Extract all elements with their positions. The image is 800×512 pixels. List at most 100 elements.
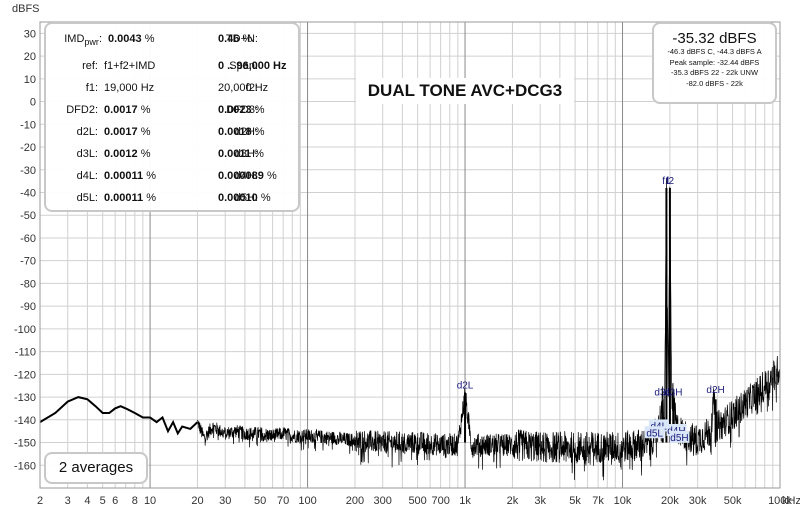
x-tick-label: 20 [191, 495, 203, 507]
d2l-label: d2L: [76, 126, 98, 138]
y-tick-label: -90 [20, 301, 36, 313]
stats-row-ref: ref: f1+f2+IMD Span: 0 .. 96,000 Hz [46, 57, 298, 75]
x-tick-label: 10 [144, 495, 156, 507]
x-axis-unit: kHz [782, 495, 800, 507]
d4l-label: d4L: [76, 170, 98, 182]
y-tick-label: -130 [14, 392, 36, 404]
peak-label: d3H [664, 387, 682, 398]
stats-row-d5: d5L: 0.00011 % d5H: 0.00010 % [46, 189, 298, 207]
plot-frame [39, 21, 781, 489]
y-tick-label: -160 [14, 460, 36, 472]
d2h-value: 0.0018 % [218, 126, 265, 138]
x-tick-label: 20k [661, 495, 679, 507]
x-tick-label: 30k [689, 495, 707, 507]
y-tick-label: -120 [14, 369, 36, 381]
dfd3-value: 0.0023 % [218, 104, 265, 116]
x-tick-label: 700 [431, 495, 449, 507]
y-tick-label: -10 [20, 119, 36, 131]
y-tick-label: -50 [20, 210, 36, 222]
d4h-value: 0.000089 % [218, 170, 277, 182]
peak-label: f1 [662, 176, 671, 187]
y-tick-label: -40 [20, 187, 36, 199]
d4h-label: d4H: [234, 170, 258, 182]
peak-label-bg [669, 430, 690, 443]
x-tick-label: 2k [507, 495, 519, 507]
dfd2-value: 0.0017 % [104, 104, 151, 116]
f1-label: f1: [85, 82, 98, 94]
level-line-3: -35.3 dBFS 22 - 22k UNW [670, 68, 759, 77]
imd-label: IMDpwr: [64, 33, 102, 48]
stats-panel: IMDpwr: 0.0043 % TD+N: 0.46 % ref: f1+f2… [44, 22, 300, 212]
y-tick-label: 20 [24, 51, 36, 63]
imd-subscript: pwr [84, 37, 99, 48]
peak-label: d2H [706, 385, 724, 396]
peak-label: d5H [670, 433, 688, 444]
level-line-2: Peak sample: -32.44 dBFS [669, 57, 760, 67]
x-tick-label: 200 [346, 495, 364, 507]
level-line-4: -82.0 dBFS - 22k [686, 78, 743, 88]
y-tick-label: -140 [14, 415, 36, 427]
x-tick-label: 70 [277, 495, 289, 507]
stats-row-d4: d4L: 0.00011 % d4H: 0.000089 % [46, 167, 298, 185]
y-tick-label: 30 [24, 28, 36, 40]
y-tick-label: 0 [30, 97, 36, 109]
trace-noise [197, 178, 781, 481]
d3h-value: 0.0011 % [218, 148, 264, 160]
span-value: 0 .. 96,000 Hz [218, 60, 287, 72]
chart-title: DUAL TONE AVC+DCG3 [356, 78, 574, 104]
y-tick-label: -60 [20, 233, 36, 245]
y-tick-labels: 30 20 10 0 -10 -20 -30 -40 -50 -60 -70 -80 -90 -100 -1… [14, 28, 36, 472]
stats-row-d3: d3L: 0.0012 % d3H: 0.0011 % [46, 145, 298, 163]
peak-label: d5L [646, 428, 663, 439]
imd-value: 0.0043 % [108, 33, 155, 45]
y-tick-label: -150 [14, 438, 36, 450]
x-tick-label: 30 [219, 495, 231, 507]
dfd2-label: DFD2: [66, 104, 98, 116]
f1-value: 19,000 Hz [104, 82, 155, 94]
peak-label: d3L [654, 387, 671, 398]
ref-label: ref: [82, 60, 98, 72]
x-tick-label: 50 [254, 495, 266, 507]
x-tick-label: 7k [592, 495, 604, 507]
y-tick-label: -110 [15, 347, 36, 359]
ref-value: f1+f2+IMD [104, 60, 156, 72]
d2h-label: d2H: [234, 126, 258, 138]
dfd3-label: DFD3: [226, 104, 258, 116]
x-tick-label: 300 [374, 495, 392, 507]
y-tick-label: -20 [20, 142, 36, 154]
d3l-value: 0.0012 % [104, 148, 151, 160]
y-tick-label: -70 [20, 256, 36, 268]
stats-row-imd: IMDpwr: 0.0043 % TD+N: 0.46 % [46, 30, 298, 48]
f2-label: f2: [245, 82, 258, 94]
x-tick-label: 3 [65, 495, 71, 507]
x-tick-label: 500 [408, 495, 426, 507]
d5h-label: d5H: [234, 192, 258, 204]
y-tick-label: -100 [14, 324, 36, 336]
d5l-value: 0.00011 % [104, 192, 156, 204]
x-tick-label: 100 [298, 495, 316, 507]
x-tick-label: 100k [768, 495, 792, 507]
level-main: -35.32 dBFS [672, 30, 757, 47]
x-tick-label: 2 [37, 495, 43, 507]
stats-row-dfd: DFD2: 0.0017 % DFD3: 0.0023 % [46, 101, 298, 119]
tdn-value: 0.46 % [218, 33, 253, 45]
span-label: Span: [229, 60, 258, 72]
x-tick-label: 50k [724, 495, 742, 507]
averages-badge: 2 averages [44, 452, 148, 484]
d4l-value: 0.00011 % [104, 170, 156, 182]
trace-low [39, 396, 199, 436]
y-tick-label: -80 [20, 278, 36, 290]
x-tick-label: 5k [569, 495, 581, 507]
d5l-label: d5L: [76, 192, 98, 204]
level-panel: -35.32 dBFS -46.3 dBFS C, -44.3 dBFS A P… [652, 22, 777, 104]
peak-label-bg [644, 426, 665, 439]
x-tick-label: 3k [534, 495, 546, 507]
y-tick-label: 10 [24, 74, 36, 86]
x-tick-label: 5 [100, 495, 106, 507]
y-axis-label: dBFS [12, 3, 40, 15]
tdn-label: TD+N: [225, 33, 258, 45]
x-tick-label: 6 [112, 495, 118, 507]
d3h-label: d3H: [234, 148, 258, 160]
peak-label: f2 [666, 176, 675, 187]
stats-row-d2: d2L: 0.0017 % d2H: 0.0018 % [46, 123, 298, 141]
